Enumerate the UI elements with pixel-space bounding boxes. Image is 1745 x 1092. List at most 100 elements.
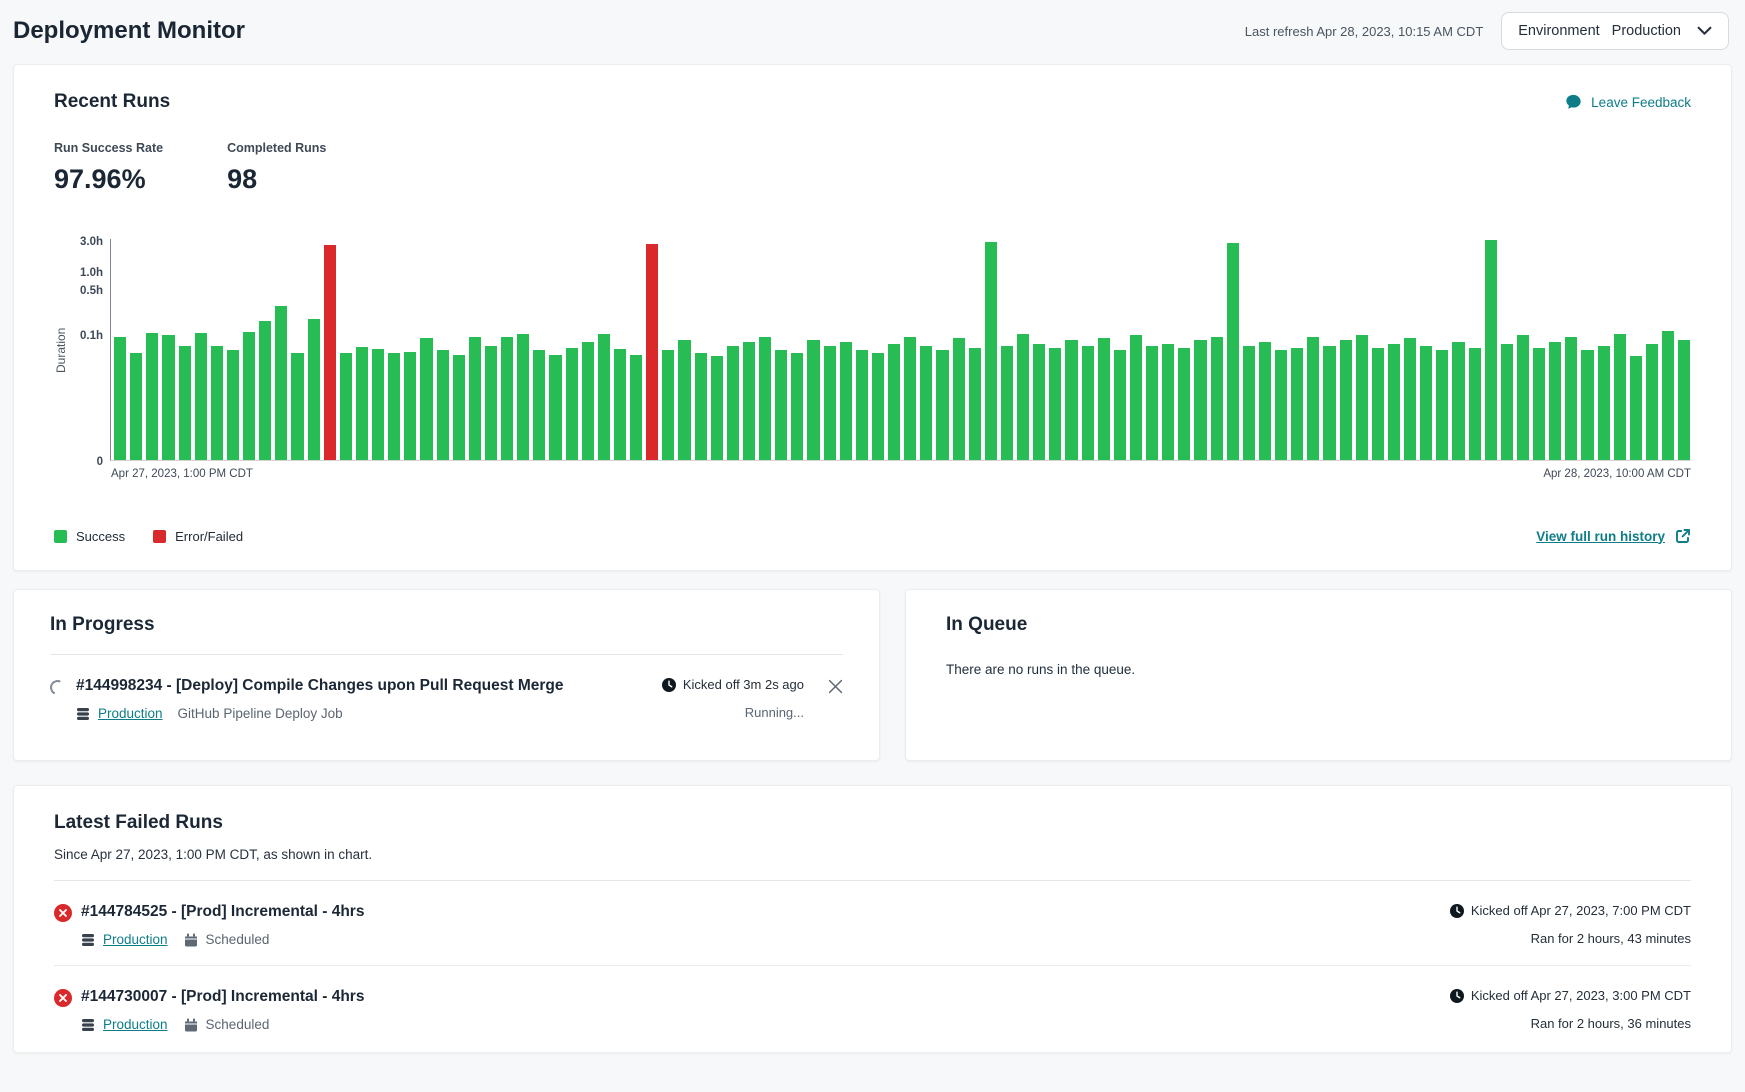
chart-bar-success[interactable] — [1130, 335, 1142, 460]
chart-bar-success[interactable] — [195, 333, 207, 460]
environment-link[interactable]: Production — [98, 706, 163, 721]
chart-bar-success[interactable] — [936, 350, 948, 460]
close-icon[interactable] — [828, 679, 843, 699]
chart-bar-success[interactable] — [1436, 350, 1448, 460]
chart-bar-success[interactable] — [678, 340, 690, 460]
chart-bar-success[interactable] — [114, 337, 126, 460]
chart-bar-success[interactable] — [388, 353, 400, 460]
chart-bar-success[interactable] — [1001, 346, 1013, 460]
chart-bar-success[interactable] — [1227, 243, 1239, 460]
chart-bar-success[interactable] — [259, 321, 271, 460]
chart-bar-success[interactable] — [1114, 350, 1126, 460]
chart-bar-success[interactable] — [1049, 348, 1061, 460]
chart-bar-success[interactable] — [517, 334, 529, 460]
chart-bar-success[interactable] — [904, 337, 916, 460]
chart-bar-success[interactable] — [1259, 342, 1271, 460]
chart-bar-success[interactable] — [630, 355, 642, 460]
chart-bar-success[interactable] — [840, 342, 852, 460]
leave-feedback-link[interactable]: Leave Feedback — [1565, 94, 1691, 110]
chart-bar-success[interactable] — [404, 352, 416, 460]
chart-bar-success[interactable] — [340, 353, 352, 460]
chart-bar-success[interactable] — [1307, 337, 1319, 460]
chart-bar-failed[interactable] — [324, 245, 336, 460]
chart-bar-success[interactable] — [1565, 337, 1577, 460]
chart-bar-success[interactable] — [1211, 337, 1223, 460]
chart-bar-success[interactable] — [1420, 346, 1432, 460]
chart-bar-success[interactable] — [227, 350, 239, 460]
chart-bar-success[interactable] — [1517, 335, 1529, 460]
chart-bar-success[interactable] — [759, 337, 771, 460]
chart-bar-success[interactable] — [372, 349, 384, 460]
chart-bar-success[interactable] — [130, 353, 142, 460]
chart-bar-success[interactable] — [211, 346, 223, 460]
chart-bar-success[interactable] — [1549, 342, 1561, 460]
chart-bar-success[interactable] — [775, 350, 787, 460]
chart-bar-success[interactable] — [1291, 348, 1303, 460]
chart-bar-success[interactable] — [695, 353, 707, 460]
chart-bar-success[interactable] — [791, 353, 803, 460]
chart-bar-success[interactable] — [582, 342, 594, 460]
chart-bar-success[interactable] — [308, 319, 320, 460]
chart-bar-success[interactable] — [920, 346, 932, 460]
chart-bar-success[interactable] — [469, 337, 481, 460]
chart-bar-success[interactable] — [1275, 350, 1287, 460]
chart-bar-success[interactable] — [485, 346, 497, 460]
chart-bar-success[interactable] — [1082, 346, 1094, 460]
chart-bar-success[interactable] — [1452, 342, 1464, 460]
chart-bar-success[interactable] — [1662, 331, 1674, 460]
view-full-run-history-link[interactable]: View full run history — [1536, 528, 1691, 544]
chart-bar-success[interactable] — [1533, 348, 1545, 460]
chart-bar-success[interactable] — [420, 338, 432, 460]
chart-bar-success[interactable] — [953, 338, 965, 460]
chart-bar-success[interactable] — [856, 350, 868, 460]
chart-bar-success[interactable] — [356, 347, 368, 460]
environment-link[interactable]: Production — [103, 1017, 168, 1032]
chart-bar-success[interactable] — [533, 350, 545, 460]
chart-bar-success[interactable] — [711, 356, 723, 460]
chart-bar-success[interactable] — [1065, 340, 1077, 460]
chart-bar-success[interactable] — [501, 337, 513, 460]
legend-item-error[interactable]: Error/Failed — [153, 529, 243, 544]
chart-bar-success[interactable] — [969, 348, 981, 460]
chart-bar-success[interactable] — [598, 334, 610, 460]
chart-bar-success[interactable] — [1033, 344, 1045, 460]
chart-bar-success[interactable] — [1356, 335, 1368, 460]
chart-bar-success[interactable] — [985, 242, 997, 460]
legend-item-success[interactable]: Success — [54, 529, 125, 544]
chart-bar-success[interactable] — [437, 350, 449, 460]
chart-bar-success[interactable] — [1372, 348, 1384, 460]
chart-bar-success[interactable] — [162, 335, 174, 460]
chart-bar-success[interactable] — [1146, 346, 1158, 460]
chart-bar-success[interactable] — [549, 355, 561, 460]
chart-bar-success[interactable] — [1646, 344, 1658, 460]
chart-bar-success[interactable] — [1630, 356, 1642, 460]
chart-bar-success[interactable] — [1404, 338, 1416, 460]
chart-bar-success[interactable] — [1581, 350, 1593, 460]
chart-bar-success[interactable] — [1162, 344, 1174, 460]
chart-bar-success[interactable] — [243, 332, 255, 460]
chart-bar-failed[interactable] — [646, 244, 658, 460]
chart-bar-success[interactable] — [1243, 346, 1255, 460]
chart-bar-success[interactable] — [1598, 346, 1610, 460]
chart-bar-success[interactable] — [727, 346, 739, 460]
chart-bar-success[interactable] — [872, 353, 884, 460]
chart-bar-success[interactable] — [275, 306, 287, 460]
chart-bar-success[interactable] — [1614, 334, 1626, 460]
chart-bar-success[interactable] — [1017, 334, 1029, 460]
chart-bar-success[interactable] — [179, 346, 191, 460]
chart-bar-success[interactable] — [888, 344, 900, 460]
chart-bar-success[interactable] — [1194, 340, 1206, 460]
chart-bar-success[interactable] — [1469, 348, 1481, 460]
chart-bar-success[interactable] — [743, 342, 755, 460]
chart-bar-success[interactable] — [807, 340, 819, 460]
chart-bar-success[interactable] — [1678, 340, 1690, 460]
chart-bar-success[interactable] — [662, 350, 674, 460]
chart-bar-success[interactable] — [1501, 344, 1513, 460]
chart-bar-success[interactable] — [1098, 338, 1110, 460]
chart-bar-success[interactable] — [453, 355, 465, 460]
chart-bar-success[interactable] — [1340, 340, 1352, 460]
chart-bar-success[interactable] — [291, 353, 303, 460]
chart-bar-success[interactable] — [614, 349, 626, 460]
chart-bar-success[interactable] — [1323, 346, 1335, 460]
environment-link[interactable]: Production — [103, 932, 168, 947]
